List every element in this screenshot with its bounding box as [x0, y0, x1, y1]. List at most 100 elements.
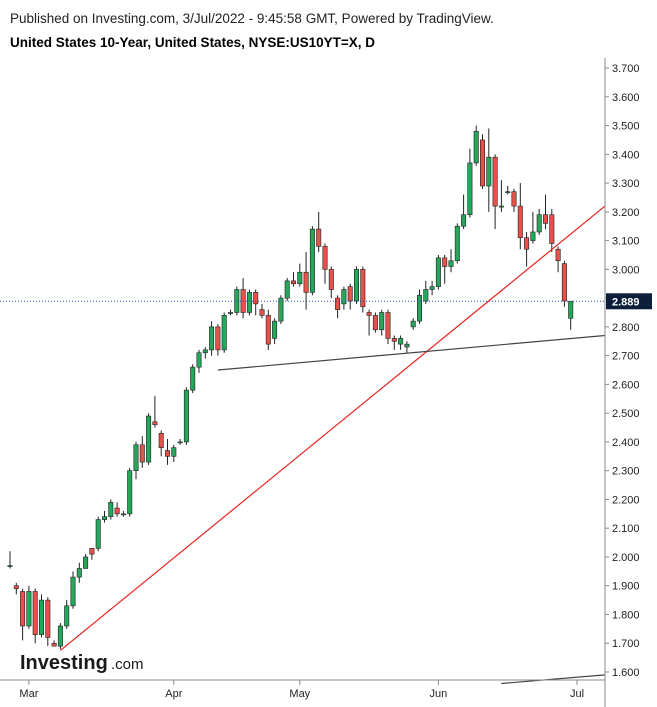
- x-tick-label: Jun: [430, 688, 448, 700]
- candle-body: [309, 228, 315, 293]
- x-tick-label: May: [289, 688, 310, 700]
- candle-body: [215, 326, 221, 351]
- candle-body: [20, 591, 26, 627]
- candle-body: [234, 289, 240, 313]
- candle-body: [561, 263, 567, 302]
- candle-body: [492, 156, 498, 207]
- last-price-marker: 2.889: [0, 293, 652, 310]
- candle-body: [120, 513, 126, 516]
- y-tick-label: 1.900: [612, 581, 640, 593]
- candle-body: [416, 294, 422, 322]
- candle-body: [568, 300, 574, 319]
- y-tick-label: 3.700: [612, 63, 640, 75]
- y-tick-label: 3.600: [612, 92, 640, 104]
- candle-body: [265, 315, 271, 345]
- y-tick-label: 1.800: [612, 609, 640, 621]
- candle-body: [272, 320, 278, 339]
- candle-body: [517, 205, 523, 239]
- candle-body: [70, 576, 76, 607]
- candle-body: [479, 139, 485, 187]
- candle-body: [45, 599, 51, 638]
- y-tick-label: 3.500: [612, 121, 640, 133]
- candle-body: [454, 225, 460, 262]
- candle-body: [372, 315, 378, 331]
- candle-body: [165, 450, 171, 457]
- candle-body: [190, 366, 196, 391]
- price-axis[interactable]: 1.600 1.700 1.800 1.900 2.000 2.100 2.200 2.300…: [604, 58, 640, 707]
- y-tick-label: 1.600: [612, 667, 640, 679]
- candle-body: [530, 231, 536, 241]
- candle-body: [32, 591, 38, 635]
- y-tick-label: 3.200: [612, 207, 640, 219]
- last-price-badge: [606, 293, 652, 310]
- candle-body: [158, 432, 164, 448]
- time-axis[interactable]: Mar Apr May Jun Jul: [0, 679, 605, 700]
- candle-body: [353, 269, 359, 302]
- candle-body: [542, 214, 548, 224]
- candle-body: [435, 257, 441, 287]
- y-tick-label: 2.700: [612, 351, 640, 363]
- candle-body: [83, 556, 89, 569]
- candle-body: [284, 280, 290, 299]
- candle-body: [524, 237, 530, 250]
- candle-body: [404, 343, 410, 348]
- candle-body: [108, 502, 114, 517]
- y-tick-label: 2.800: [612, 322, 640, 334]
- candle-body: [221, 315, 227, 351]
- chart-title: United States 10-Year, United States, NY…: [10, 35, 376, 50]
- candle-body: [442, 257, 448, 267]
- y-tick-label: 2.000: [612, 552, 640, 564]
- candle-body: [95, 519, 101, 549]
- candle-body: [76, 568, 82, 578]
- candle-body: [38, 599, 44, 635]
- logo-suffix: .com: [111, 656, 144, 673]
- x-tick-label: Jul: [570, 688, 584, 700]
- candle-body: [89, 548, 95, 555]
- candle-body: [64, 605, 70, 627]
- candle-body: [347, 286, 353, 302]
- trendline-lower[interactable]: [501, 674, 606, 685]
- y-tick-label: 2.500: [612, 408, 640, 420]
- y-tick-label: 1.700: [612, 638, 640, 650]
- candle-body: [13, 585, 19, 589]
- y-tick-label: 2.600: [612, 379, 640, 391]
- candle-body: [341, 289, 347, 305]
- y-tick-label: 3.300: [612, 178, 640, 190]
- candle-body: [152, 421, 158, 425]
- candle-body: [536, 214, 542, 233]
- candle-body: [102, 516, 108, 520]
- candle-body: [385, 312, 391, 339]
- candle-body: [549, 214, 555, 244]
- y-tick-label: 2.300: [612, 466, 640, 478]
- candle-body: [209, 326, 215, 351]
- trendline-uptrend[interactable]: [60, 205, 606, 651]
- logo-word: Investing: [20, 652, 108, 674]
- candle-body: [398, 338, 404, 345]
- candle-body: [177, 441, 183, 444]
- candle-body: [322, 246, 328, 270]
- candle-body: [328, 269, 334, 290]
- candle-body: [303, 271, 309, 293]
- candle-body: [7, 565, 13, 567]
- candle-body: [498, 205, 504, 208]
- candle-body: [391, 338, 397, 342]
- candle-body: [146, 415, 152, 463]
- y-tick-label: 2.400: [612, 437, 640, 449]
- candles-layer: [7, 125, 574, 649]
- candle-body: [423, 289, 429, 302]
- candle-body: [26, 591, 32, 627]
- candle-body: [246, 292, 252, 313]
- candle-body: [511, 191, 517, 207]
- candle-body: [183, 389, 189, 443]
- trendline-support[interactable]: [217, 334, 606, 371]
- candle-body: [555, 248, 561, 262]
- published-caption: Published on Investing.com, 3/Jul/2022 -…: [10, 11, 494, 26]
- candle-body: [133, 444, 139, 471]
- candle-body: [228, 312, 234, 314]
- candle-body: [114, 507, 120, 515]
- y-tick-label: 3.400: [612, 149, 640, 161]
- investing-logo[interactable]: Investing .com: [20, 652, 144, 674]
- candle-body: [335, 297, 341, 310]
- candle-body: [410, 320, 416, 328]
